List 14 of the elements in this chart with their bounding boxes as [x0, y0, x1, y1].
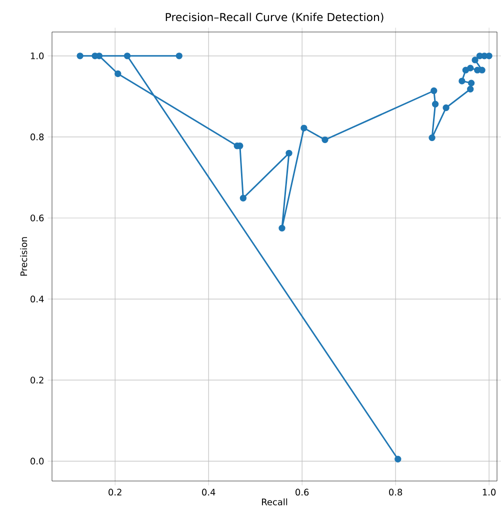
x-tick-label: 0.8 — [389, 488, 402, 496]
y-tick-label: 0.0 — [30, 458, 44, 465]
y-tick-label: 0.8 — [30, 134, 44, 140]
chart-title: Precision–Recall Curve (Knife Detection) — [166, 12, 384, 22]
y-axis-title: Precision — [20, 237, 28, 276]
x-tick-label: 0.4 — [202, 488, 216, 496]
x-tick-label: 0.2 — [108, 488, 122, 496]
x-tick-label: 1.0 — [482, 488, 496, 496]
x-tick-label: 0.6 — [296, 488, 309, 496]
y-tick-label: 1.0 — [30, 52, 44, 60]
y-tick-label: 0.6 — [30, 214, 44, 222]
y-tick-label: 0.2 — [30, 376, 44, 384]
y-tick-label: 0.4 — [30, 296, 44, 302]
x-axis-title: Recall — [262, 498, 288, 506]
